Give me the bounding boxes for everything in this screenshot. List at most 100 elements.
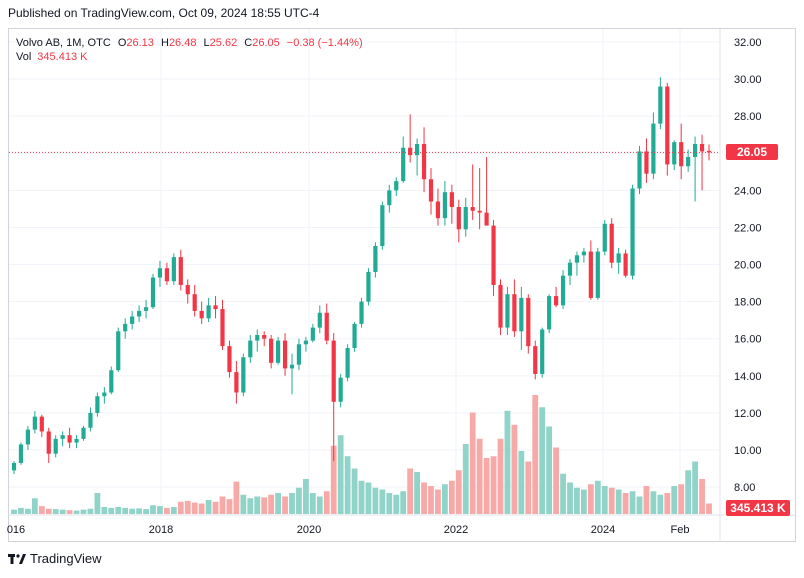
price-tick-label: 22.00 (734, 222, 762, 234)
volume-bar (59, 509, 66, 514)
chart-frame[interactable] (8, 28, 796, 542)
volume-bar (80, 509, 87, 514)
candle-body (595, 251, 600, 298)
candle-body (581, 251, 586, 256)
candle-body (192, 294, 197, 311)
candle-body (11, 462, 17, 471)
volume-bar (448, 480, 455, 514)
volume-bar (581, 489, 587, 514)
volume-bar (337, 435, 344, 514)
volume-bar (101, 507, 108, 514)
candle-body (672, 142, 677, 165)
candle-body (401, 147, 406, 182)
volume-bar (469, 412, 476, 514)
volume-bar (108, 507, 115, 514)
candle-body (616, 253, 621, 263)
high-value: 26.48 (168, 37, 197, 49)
published-info: Published on TradingView.com, Oct 09, 20… (8, 6, 320, 20)
volume-bar (52, 509, 59, 514)
candle-body (679, 142, 684, 167)
last-price-badge: 26.05 (726, 144, 778, 160)
candle-body (421, 144, 427, 180)
price-tick-label: 10.00 (734, 445, 762, 457)
candle-body (658, 86, 663, 124)
candle-body (477, 210, 482, 213)
candle-body (567, 262, 573, 276)
volume-bar (393, 494, 400, 514)
candle-body (512, 294, 517, 332)
candle-body (227, 346, 232, 373)
close-label: C (244, 37, 253, 49)
candle-body (352, 323, 357, 348)
candle-body (248, 340, 253, 358)
volume-bar (692, 461, 698, 514)
candle-body (491, 225, 496, 285)
volume-bar (671, 486, 678, 514)
candle-body (81, 427, 86, 439)
volume-bar (428, 486, 434, 514)
volume-bar (622, 493, 629, 514)
volume-bar (372, 487, 379, 514)
volume-bar (323, 491, 330, 514)
open-value: 26.13 (126, 37, 154, 49)
volume-bar (699, 479, 705, 514)
tradingview-brand[interactable]: TradingView (8, 551, 102, 566)
candle-body (143, 307, 149, 311)
volume-bar (25, 508, 31, 514)
volume-bar (18, 507, 24, 514)
volume-bar (643, 486, 650, 514)
candle-body (289, 364, 295, 369)
candle-body (366, 271, 371, 302)
volume-bar (164, 507, 170, 514)
volume-bar (87, 508, 94, 514)
candle-body (533, 346, 538, 374)
price-tick-label: 32.00 (734, 37, 762, 49)
volume-bar (45, 508, 52, 514)
volume-bar (386, 493, 393, 514)
candle-body (588, 251, 593, 298)
volume-bar (525, 461, 532, 514)
change-value: −0.38 (−1.44%) (286, 37, 363, 49)
candle-body (116, 331, 121, 371)
volume-bar (608, 487, 615, 514)
volume-bar (66, 510, 73, 514)
candle-body (213, 305, 218, 310)
candle-body (241, 357, 246, 393)
candle-body (665, 86, 670, 165)
candle-body (164, 268, 169, 282)
candle-body (609, 223, 614, 263)
volume-bar (442, 484, 448, 514)
volume-bar (365, 482, 372, 514)
candle-body (171, 257, 176, 282)
candle-body (686, 156, 691, 167)
candle-body (296, 344, 302, 365)
candle-body (560, 275, 566, 306)
volume-bar (455, 470, 462, 514)
candle-body (637, 151, 642, 189)
volume-bar (483, 458, 490, 514)
volume-bar (198, 503, 205, 514)
volume-bar (560, 473, 566, 514)
volume-bar (497, 438, 504, 514)
candle-body (547, 296, 552, 330)
open-label: O (117, 37, 127, 49)
volume-bar (170, 507, 177, 514)
volume-bar (303, 479, 309, 514)
tradingview-logo-icon (8, 553, 26, 565)
volume-bar (11, 509, 17, 514)
volume-bar (615, 489, 622, 514)
volume-bar (31, 498, 38, 514)
volume-bar (268, 494, 275, 514)
volume-bar (504, 410, 511, 514)
volume-bar (532, 395, 539, 514)
volume-bar (539, 407, 546, 514)
candle-body (25, 429, 30, 445)
candle-body (317, 312, 322, 328)
candle-body (220, 309, 225, 347)
time-tick-label: Feb (671, 524, 690, 536)
volume-bar (567, 482, 573, 514)
symbol-label[interactable]: Volvo AB, 1M, OTC (16, 37, 111, 49)
candle-body (345, 348, 350, 378)
candle-body (67, 435, 72, 443)
